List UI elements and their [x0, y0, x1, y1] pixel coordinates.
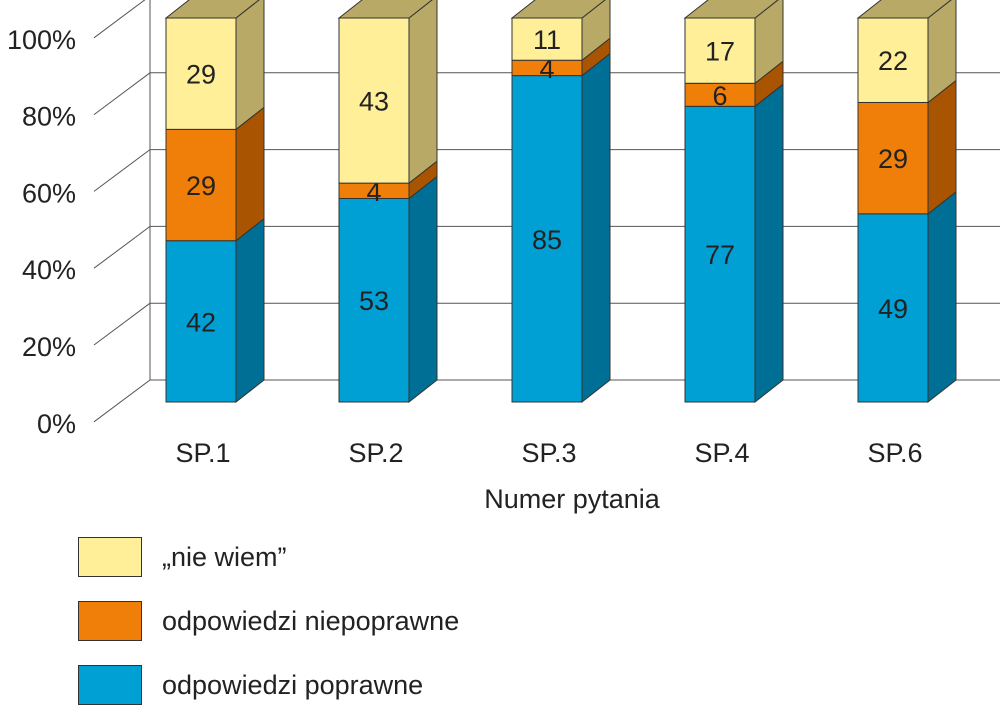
stacked-bar-chart: 0%20%40%60%80%100% 422929534438541177617…	[7, 0, 1000, 514]
data-label: 42	[186, 307, 216, 337]
legend-swatch	[78, 537, 142, 577]
bar-segment: 53	[338, 175, 438, 404]
bar-top	[856, 0, 952, 19]
bar-stack: 77 6 17	[683, 0, 784, 404]
legend-label: odpowiedzi niepoprawne	[162, 605, 460, 636]
data-label: 4	[366, 177, 381, 207]
y-tick-label: 40%	[22, 255, 76, 285]
y-tick-label: 60%	[22, 178, 76, 208]
bar-top	[164, 0, 260, 19]
bar-segment: 22	[857, 0, 957, 104]
bar-segment: 29	[857, 79, 957, 215]
y-tick-label: 20%	[22, 332, 76, 362]
bar-segment: 42	[165, 217, 265, 404]
legend-item: „nie wiem”	[78, 535, 778, 579]
data-label: 11	[533, 25, 561, 55]
legend-item: odpowiedzi niepoprawne	[78, 599, 778, 643]
y-tick-label: 80%	[22, 102, 76, 132]
bar-top	[683, 0, 779, 19]
bar-stack: 85 411	[510, 0, 611, 404]
bar-top	[510, 0, 606, 19]
x-category-label: SP.6	[867, 438, 922, 468]
data-label: 43	[359, 87, 389, 117]
y-tick-label: 0%	[37, 409, 76, 439]
legend-swatch	[78, 665, 142, 705]
bar-segment: 17	[684, 0, 784, 85]
x-axis-categories: SP.1 SP.2 SP.3 SP.4 SP.6	[175, 438, 922, 468]
data-label: 77	[705, 240, 735, 270]
legend-label: „nie wiem”	[162, 541, 287, 572]
bar-stack: 53 4 43	[337, 0, 438, 404]
bar-segment: 77	[684, 83, 784, 404]
bar-stack: 49 29 22	[856, 0, 957, 404]
bar-segment: 4	[338, 160, 438, 207]
legend-swatch	[78, 601, 142, 641]
x-category-label: SP.2	[348, 438, 403, 468]
bar-segment: 43	[338, 0, 438, 185]
x-category-label: SP.1	[175, 438, 230, 468]
x-axis-title: Numer pytania	[484, 484, 661, 514]
data-label: 85	[532, 225, 562, 255]
data-label: 17	[705, 37, 735, 67]
x-category-label: SP.4	[694, 438, 749, 468]
bar-segment: 6	[684, 60, 784, 111]
data-label: 6	[712, 81, 727, 111]
data-label: 4	[539, 54, 554, 84]
data-label: 49	[878, 294, 908, 324]
data-label: 53	[359, 286, 389, 316]
bar-top	[337, 0, 433, 19]
data-label: 29	[878, 144, 908, 174]
data-label: 22	[878, 46, 908, 76]
x-category-label: SP.3	[521, 438, 576, 468]
bar-segment: 4	[511, 37, 611, 84]
gridline	[93, 0, 146, 39]
legend-label: odpowiedzi poprawne	[162, 669, 424, 700]
legend-item: odpowiedzi poprawne	[78, 663, 778, 707]
data-label: 29	[186, 171, 216, 201]
bar-segment: 29	[165, 0, 265, 131]
y-tick-label: 100%	[7, 25, 76, 55]
data-label: 29	[186, 60, 216, 90]
y-axis-ticks: 0% 20% 40% 60% 80% 100%	[7, 25, 76, 439]
bar-segment: 49	[857, 190, 957, 404]
bar-stack: 42 29 29	[164, 0, 265, 404]
legend: „nie wiem” odpowiedzi niepoprawne odpowied…	[78, 535, 778, 727]
bar-segment: 11	[511, 0, 611, 62]
bar-segment: 85	[511, 52, 611, 404]
